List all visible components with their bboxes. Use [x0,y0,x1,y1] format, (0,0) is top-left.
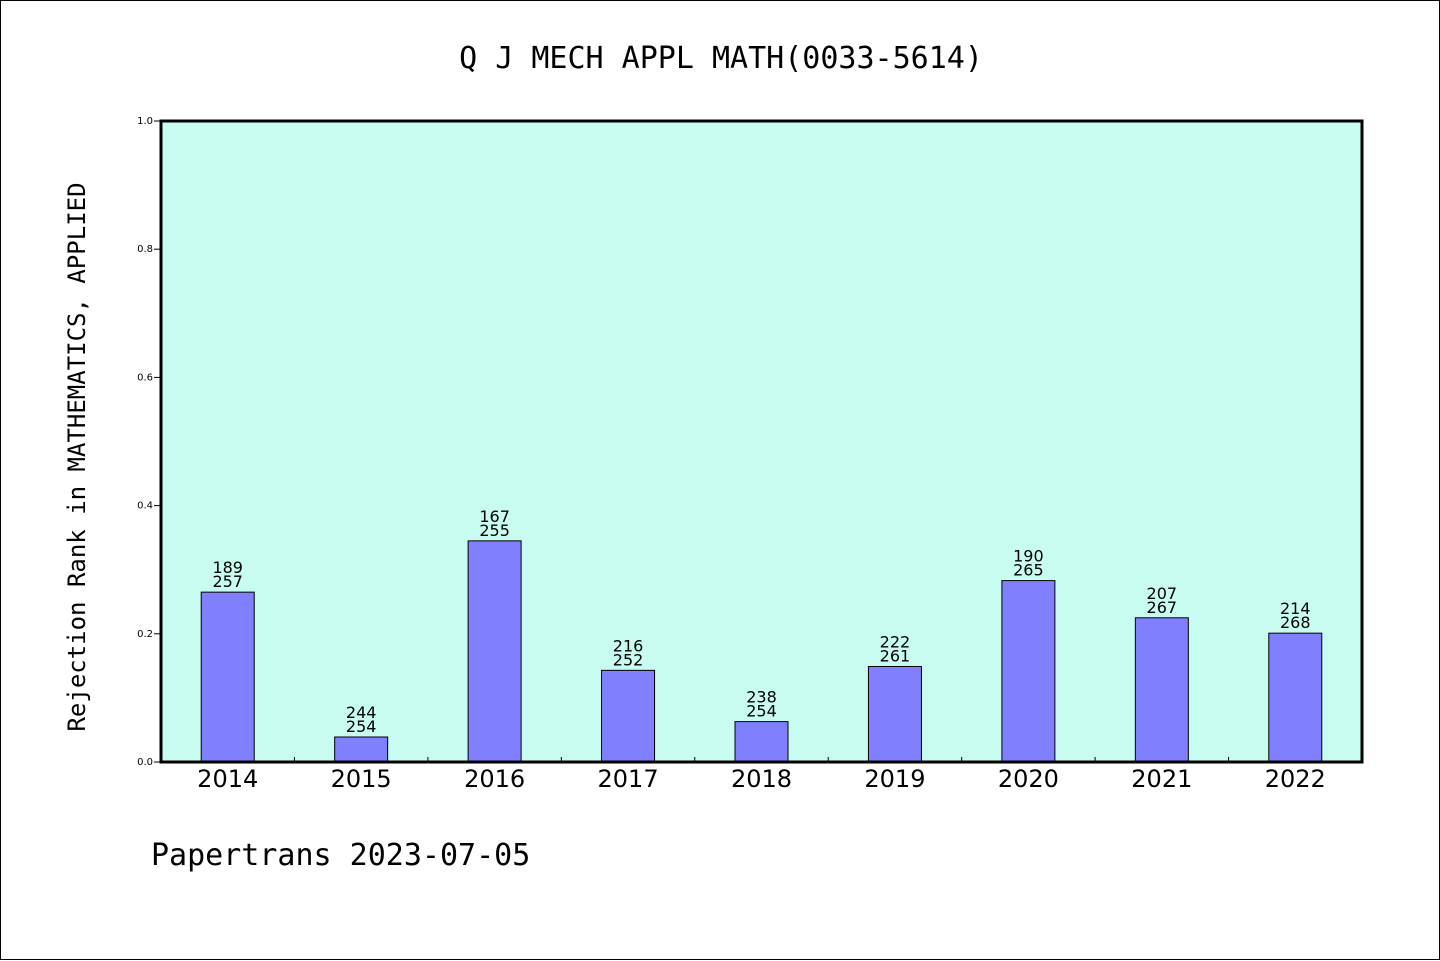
bar [334,736,389,763]
bar-rank-label: 222 [880,632,911,651]
bar-rank-label: 216 [613,636,644,655]
x-tick-label: 2021 [1131,765,1192,793]
x-tick-label: 2019 [864,765,925,793]
bar-rank-label: 207 [1147,584,1178,603]
x-tick-label: 2015 [331,765,392,793]
x-tick-label: 2017 [598,765,659,793]
bar-rank-label: 214 [1280,599,1311,618]
bar-total-label: 267 [1147,598,1178,617]
x-tick-label: 2020 [998,765,1059,793]
bar-rank-label: 189 [212,558,243,577]
bar [1134,617,1189,763]
bar-total-label: 265 [1013,561,1044,580]
y-tick-label: 0.2 [137,629,153,640]
bar [467,540,522,763]
bar-rank-label: 190 [1013,547,1044,566]
footer-text: Papertrans 2023-07-05 [151,838,530,873]
bar-rank-label: 167 [479,507,510,526]
chart-title: Q J MECH APPL MATH(0033-5614) [459,41,983,76]
bar-total-label: 268 [1280,613,1311,632]
y-tick-label: 0.6 [137,372,153,383]
x-tick-label: 2014 [197,765,258,793]
bar-total-label: 261 [880,646,911,665]
x-tick-label: 2016 [464,765,525,793]
bar-total-label: 252 [613,650,644,669]
bars: 1892572442541672552162522382542222611902… [200,507,1323,763]
bar [601,669,656,763]
bar-total-label: 254 [346,717,377,736]
y-axis-ticks: 0.0 0.2 0.4 0.6 0.8 1.0 [137,116,161,768]
bar-total-label: 257 [212,572,243,591]
y-tick-label: 0.8 [137,244,153,255]
y-tick-label: 0.4 [137,501,153,512]
bar [1268,632,1323,763]
y-tick-label: 0.0 [137,757,153,768]
bar [200,591,255,763]
bar-total-label: 254 [746,702,777,721]
x-axis-ticks: 2014 2015 2016 2017 2018 2019 2020 2021 2022 [197,757,1326,793]
x-tick-label: 2018 [731,765,792,793]
x-tick-label: 2022 [1265,765,1326,793]
y-axis-label: Rejection Rank in MATHEMATICS, APPLIED [63,182,91,731]
bar [867,665,922,763]
y-tick-label: 1.0 [137,116,153,127]
bar [734,721,789,763]
bar-total-label: 255 [479,521,510,540]
bar [1001,580,1056,763]
bar-rank-label: 238 [746,688,777,707]
plot-border [159,119,1364,764]
bar-rank-label: 244 [346,703,377,722]
